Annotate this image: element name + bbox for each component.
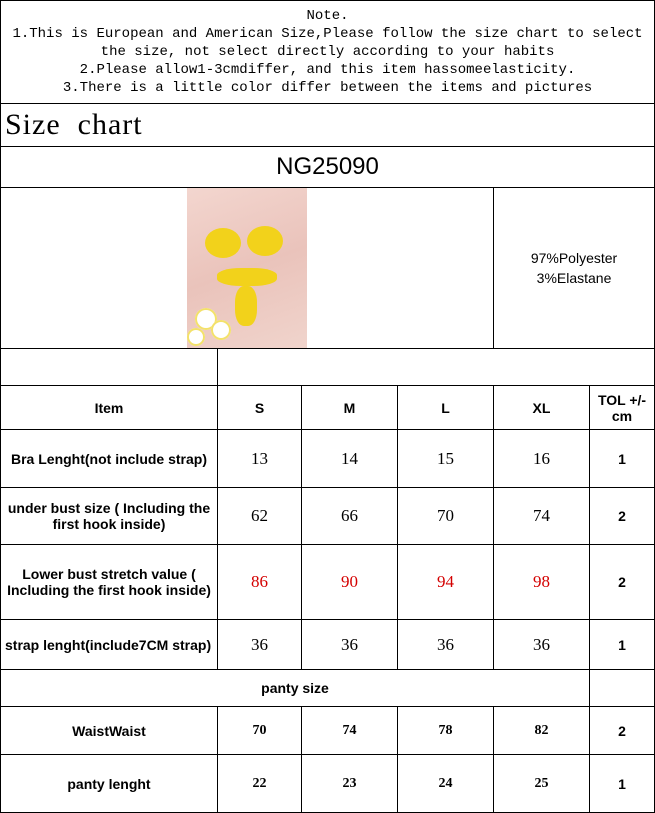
- value-m: 90: [301, 544, 398, 620]
- value-s: 13: [217, 429, 302, 488]
- header-tol: TOL +/-cm: [588, 385, 655, 430]
- value-s: 86: [217, 544, 302, 620]
- value-xl: 74: [493, 487, 590, 545]
- note-line-3: 3.There is a little color differ between…: [62, 80, 593, 96]
- header-xl: XL: [493, 385, 590, 430]
- value-xl: 36: [493, 619, 590, 670]
- value-tol: 1: [588, 619, 655, 670]
- value-m: 23: [301, 754, 398, 813]
- value-tol: 1: [588, 754, 655, 813]
- header-row: Item S M L XL TOL +/-cm: [0, 385, 655, 430]
- material-cell: 97%Polyester 3%Elastane: [492, 187, 655, 349]
- value-m: 36: [301, 619, 398, 670]
- material-line-2: 3%Elastane: [536, 270, 612, 286]
- note-line-2: 2.Please allow1-3cmdiffer, and this item…: [79, 62, 576, 78]
- value-s: 22: [217, 754, 302, 813]
- row-label: strap lenght(include7CM strap): [0, 619, 218, 670]
- value-l: 94: [397, 544, 494, 620]
- empty-cell: [216, 348, 655, 386]
- value-xl: 82: [493, 706, 590, 755]
- value-l: 70: [397, 487, 494, 545]
- row-label: panty lenght: [0, 754, 218, 813]
- table-row: WaistWaist 70 74 78 82 2: [0, 706, 655, 755]
- value-l: 78: [397, 706, 494, 755]
- value-l: 15: [397, 429, 494, 488]
- table-row: Bra Lenght(not include strap) 13 14 15 1…: [0, 429, 655, 488]
- value-tol: 2: [588, 544, 655, 620]
- value-s: 36: [217, 619, 302, 670]
- product-code: NG25090: [0, 146, 655, 188]
- value-xl: 16: [493, 429, 590, 488]
- value-tol: 2: [588, 487, 655, 545]
- empty-cell: [588, 669, 655, 707]
- value-xl: 25: [493, 754, 590, 813]
- value-tol: 2: [588, 706, 655, 755]
- row-label: Lower bust stretch value ( Including the…: [0, 544, 218, 620]
- header-m: M: [301, 385, 398, 430]
- material-line-1: 97%Polyester: [530, 250, 618, 266]
- value-m: 74: [301, 706, 398, 755]
- panty-size-heading: panty size: [0, 669, 590, 707]
- note-heading: Note.: [306, 8, 349, 24]
- note-line-1: 1.This is European and American Size,Ple…: [12, 26, 643, 60]
- row-label: WaistWaist: [0, 706, 218, 755]
- value-xl: 98: [493, 544, 590, 620]
- row-label: under bust size ( Including the first ho…: [0, 487, 218, 545]
- table-row: strap lenght(include7CM strap) 36 36 36 …: [0, 619, 655, 670]
- header-item: Item: [0, 385, 218, 430]
- row-label: Bra Lenght(not include strap): [0, 429, 218, 488]
- value-s: 62: [217, 487, 302, 545]
- value-l: 24: [397, 754, 494, 813]
- product-image-cell: [0, 187, 494, 349]
- value-m: 66: [301, 487, 398, 545]
- page-title: Size chart: [0, 103, 655, 147]
- table-row: under bust size ( Including the first ho…: [0, 487, 655, 545]
- empty-cell: [0, 348, 218, 386]
- value-tol: 1: [588, 429, 655, 488]
- value-l: 36: [397, 619, 494, 670]
- header-l: L: [397, 385, 494, 430]
- product-photo: [187, 188, 307, 348]
- value-s: 70: [217, 706, 302, 755]
- value-m: 14: [301, 429, 398, 488]
- header-s: S: [217, 385, 302, 430]
- note-block: Note. 1.This is European and American Si…: [0, 0, 655, 104]
- table-row: Lower bust stretch value ( Including the…: [0, 544, 655, 620]
- table-row: panty lenght 22 23 24 25 1: [0, 754, 655, 813]
